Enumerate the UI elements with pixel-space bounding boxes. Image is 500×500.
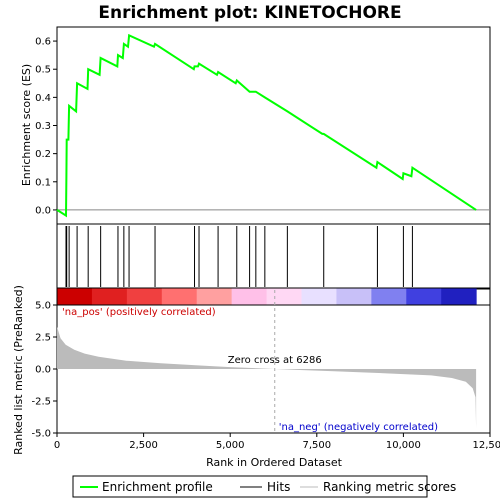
metric-y-tick-label: 0.0: [35, 365, 51, 376]
rank-x-tick-label: 10,000: [386, 440, 421, 451]
negative-correlation-label: 'na_neg' (negatively correlated): [279, 422, 438, 433]
metric-y-tick-label: 5.0: [35, 301, 51, 312]
heat-segment: [231, 288, 268, 305]
heat-segment: [406, 288, 442, 305]
heat-segment: [371, 288, 407, 305]
metric-axis-label: Ranked list metric (PreRanked): [12, 285, 25, 455]
legend: Enrichment profile Hits Ranking metric sco…: [72, 475, 456, 498]
heat-segment: [301, 288, 337, 305]
positive-correlation-label: 'na_pos' (positively correlated): [62, 307, 216, 318]
ranking-metric-area: [57, 326, 477, 428]
legend-label-ranking-metric: Ranking metric scores: [323, 480, 456, 494]
es-y-tick-label: 0.5: [35, 65, 51, 76]
rank-x-tick-label: 7,500: [302, 440, 331, 451]
metric-y-tick-label: -5.0: [31, 429, 51, 440]
heat-segment: [441, 288, 477, 305]
legend-label-enrichment-profile: Enrichment profile: [102, 480, 213, 494]
es-y-tick-label: 0.2: [35, 149, 51, 160]
es-y-tick-label: 0.1: [35, 177, 51, 188]
es-y-tick-label: 0.0: [35, 205, 51, 216]
legend-label-hits: Hits: [267, 480, 290, 494]
metric-y-tick-label: -2.5: [31, 397, 51, 408]
es-axis-label: Enrichment score (ES): [20, 64, 33, 186]
heat-segment: [161, 288, 198, 305]
heat-segment: [266, 288, 303, 305]
heat-segment: [336, 288, 372, 305]
heat-segment: [57, 288, 93, 305]
chart-title: Enrichment plot: KINETOCHORE: [98, 3, 401, 23]
rank-x-tick-label: 2,500: [129, 440, 158, 451]
enrichment-profile-line: [56, 33, 477, 218]
enrichment-score-panel: 0.0 0.1 0.2 0.3 0.4 0.5 0.6 Enrichment score (…: [20, 26, 491, 225]
rank-axis-label: Rank in Ordered Dataset: [206, 456, 343, 469]
heat-segment: [126, 288, 163, 305]
metric-y-tick-label: 2.5: [35, 333, 51, 344]
heat-segment: [196, 288, 233, 305]
rank-x-tick-label: 12,500: [473, 440, 500, 451]
hits-panel: [56, 223, 491, 290]
ranking-heat-bar: [56, 287, 491, 306]
rank-x-tick-label: 0: [54, 440, 60, 451]
zero-cross-label: Zero cross at 6286: [228, 355, 322, 366]
es-y-tick-label: 0.4: [35, 93, 51, 104]
es-y-tick-label: 0.6: [35, 37, 51, 48]
heat-segment: [91, 288, 128, 305]
es-y-tick-label: 0.3: [35, 121, 51, 132]
ranked-metric-panel: -5.0 -2.5 0.0 2.5 5.0 0 2,500 5,000 7,500 10,000…: [12, 285, 500, 469]
rank-x-tick-label: 5,000: [216, 440, 245, 451]
